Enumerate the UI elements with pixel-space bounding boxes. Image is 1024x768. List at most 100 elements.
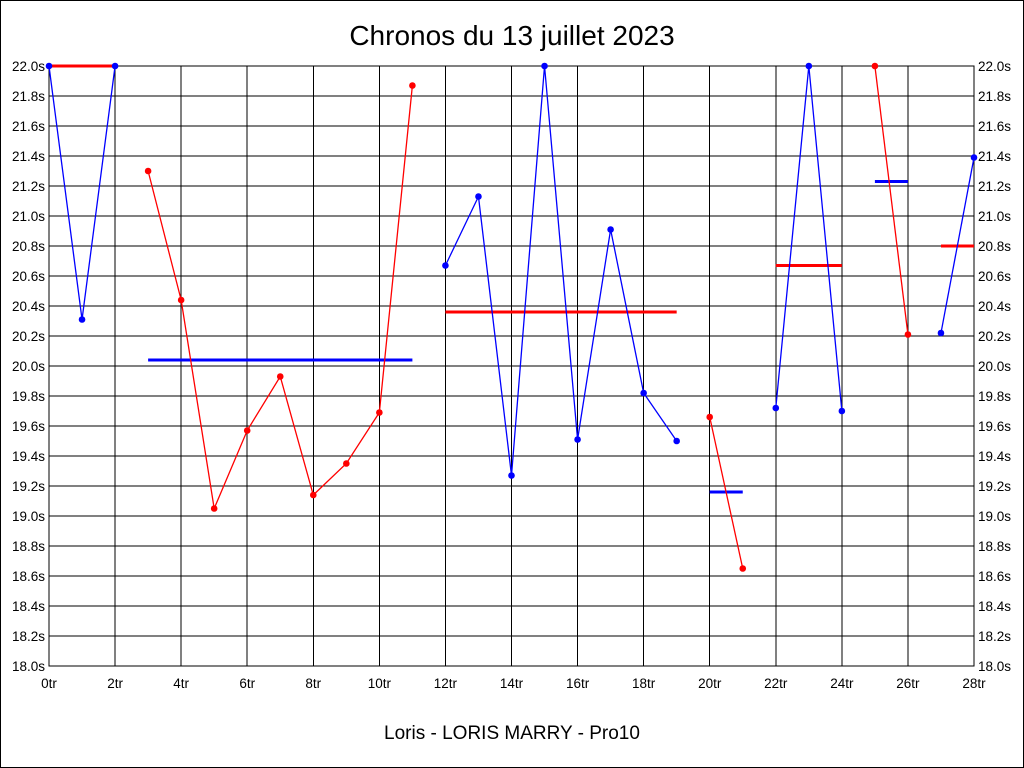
y-tick-label-right: 18.2s [978,629,1011,644]
data-point [904,331,912,338]
y-tick-label-right: 21.4s [978,149,1011,164]
series-line [48,65,116,320]
y-tick-label-right: 19.2s [978,479,1011,494]
y-tick-label-right: 20.4s [978,299,1011,314]
x-tick-label: 24tr [830,676,854,691]
x-tick-label: 4tr [173,676,189,691]
chart-title: Chronos du 13 juillet 2023 [349,20,674,51]
y-tick-label-right: 18.6s [978,569,1011,584]
data-point [739,565,747,572]
plot-area-border [48,65,975,667]
x-axis: 0tr 2tr 4tr 6tr 8tr 10tr 12tr 14tr 16tr 18tr 20tr 2… [41,676,986,691]
x-tick-label: 12tr [434,676,458,691]
y-tick-label: 18.4s [12,599,45,614]
y-tick-label: 19.2s [12,479,45,494]
x-tick-label: 26tr [896,676,920,691]
y-tick-label: 18.2s [12,629,45,644]
data-point [970,154,978,161]
data-point [772,404,780,412]
y-tick-label-right: 19.6s [978,419,1011,434]
series-line [444,65,678,476]
y-axis-left: 18.0s 18.2s 18.4s 18.6s 18.8s 19.0s 19.2s 19.4s… [12,59,45,674]
data-point [144,167,152,175]
y-axis-right: 18.0s 18.2s 18.4s 18.6s 18.8s 19.0s 19.2s 19.4s… [978,59,1011,674]
data-point [376,409,383,416]
x-tick-label: 2tr [107,676,123,691]
y-tick-label-right: 18.4s [978,599,1011,614]
y-tick-label: 20.4s [12,299,45,314]
y-tick-label-right: 18.0s [978,659,1011,674]
y-tick-label: 19.6s [12,419,45,434]
y-tick-label: 20.6s [12,269,45,284]
grid [48,65,975,667]
data-point [508,472,515,479]
y-tick-label: 21.0s [12,209,45,224]
data-point [937,329,945,337]
y-tick-label: 21.4s [12,149,45,164]
data-point [309,491,317,499]
y-tick-label: 19.0s [12,509,45,524]
data-point [111,62,119,70]
y-tick-label-right: 21.0s [978,209,1011,224]
series-line [940,157,975,334]
x-tick-label: 6tr [239,676,255,691]
data-point [673,437,680,445]
data-point [475,193,482,200]
y-tick-label-right: 18.8s [978,539,1011,554]
y-tick-label: 22.0s [12,59,45,74]
x-tick-label: 10tr [368,676,392,691]
y-tick-label: 21.6s [12,119,45,134]
data-point [45,62,53,70]
series-line [709,416,744,569]
data-point [838,407,846,415]
y-tick-label: 18.6s [12,569,45,584]
y-tick-label: 20.0s [12,359,45,374]
lap-series [45,62,978,572]
data-point [871,62,879,70]
y-tick-label: 19.8s [12,389,45,404]
data-point [607,226,614,233]
chart-caption: Loris - LORIS MARRY - Pro10 [384,723,640,744]
average-lines [49,64,974,494]
y-tick-label: 21.8s [12,89,45,104]
data-point [706,413,714,421]
y-tick-label-right: 20.6s [978,269,1011,284]
y-tick-label-right: 22.0s [978,59,1011,74]
y-tick-label: 18.0s [12,659,45,674]
data-point [574,436,581,443]
y-tick-label-right: 19.8s [978,389,1011,404]
x-tick-label: 18tr [632,676,656,691]
data-point [640,389,647,397]
data-point [210,505,218,512]
y-tick-label-right: 20.2s [978,329,1011,344]
y-tick-label-right: 21.2s [978,179,1011,194]
y-tick-label: 18.8s [12,539,45,554]
y-tick-label-right: 21.8s [978,89,1011,104]
y-tick-label: 19.4s [12,449,45,464]
y-tick-label: 21.2s [12,179,45,194]
x-tick-label: 14tr [500,676,524,691]
data-point [78,316,86,323]
data-point [541,62,548,70]
data-point [805,62,813,70]
x-tick-label: 16tr [566,676,590,691]
y-tick-label: 20.8s [12,239,45,254]
data-point [177,296,185,304]
data-point [243,427,251,434]
data-point [409,82,416,89]
x-tick-label: 20tr [698,676,722,691]
series-line [775,65,843,412]
y-tick-label-right: 21.6s [978,119,1011,134]
x-tick-label: 8tr [305,676,321,691]
series-line [874,65,909,335]
data-point [276,373,284,380]
x-tick-label: 22tr [764,676,788,691]
y-tick-label-right: 19.4s [978,449,1011,464]
data-point [343,460,350,467]
series-line [147,85,414,511]
y-tick-label-right: 20.0s [978,359,1011,374]
x-tick-label: 28tr [962,676,986,691]
y-tick-label: 20.2s [12,329,45,344]
y-tick-label-right: 20.8s [978,239,1011,254]
